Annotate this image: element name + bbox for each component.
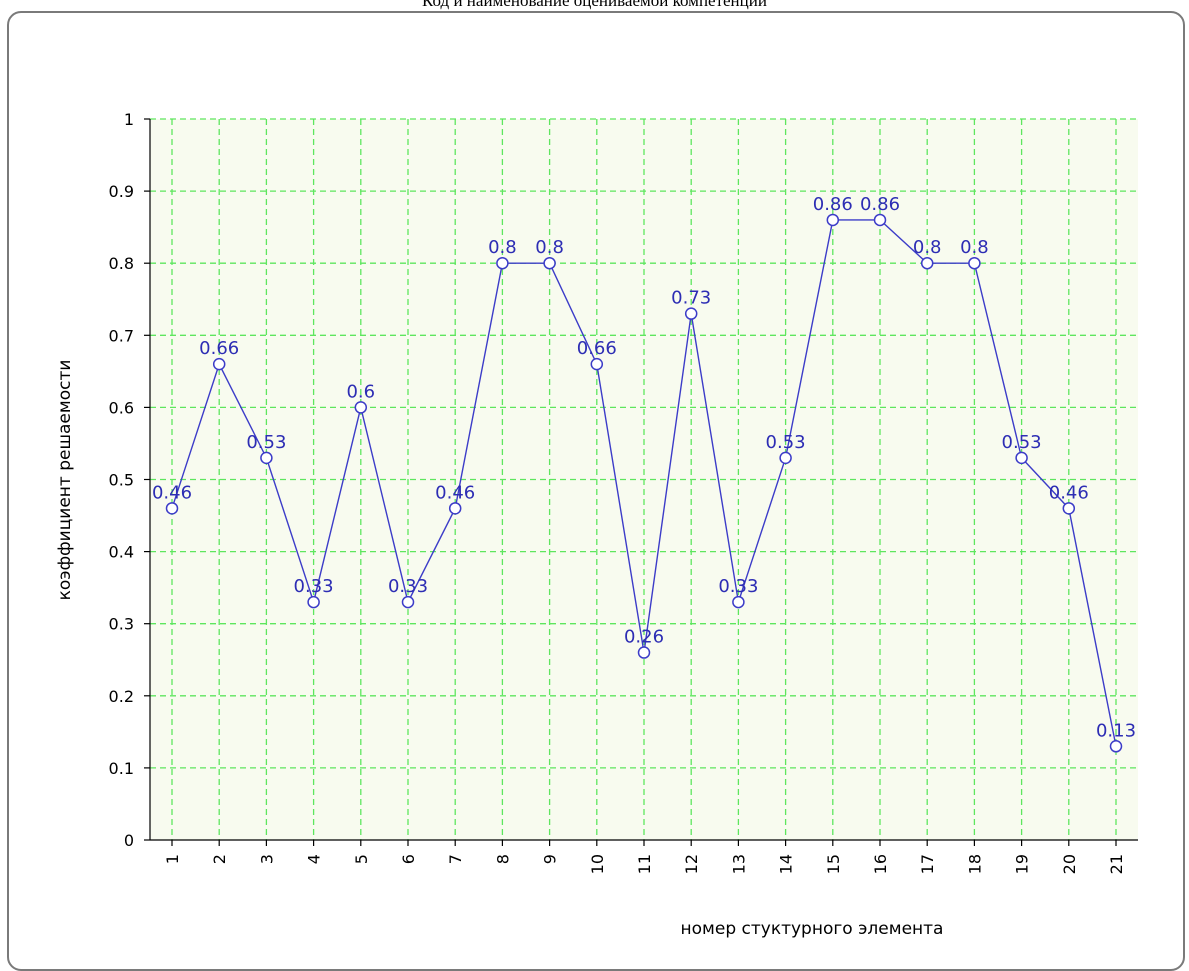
data-label: 0.33 — [294, 576, 334, 597]
data-point — [684, 307, 698, 320]
data-point — [401, 595, 415, 609]
data-label: 0.46 — [435, 482, 475, 503]
x-tick-label: 11 — [635, 854, 654, 874]
data-point — [732, 595, 745, 609]
y-tick-label: 0.7 — [109, 326, 134, 345]
x-tick-label: 10 — [588, 854, 607, 874]
data-point — [968, 256, 981, 270]
x-tick-label: 9 — [541, 854, 560, 864]
data-point — [1109, 740, 1123, 753]
y-tick-label: 0.9 — [109, 182, 134, 201]
data-label: 0.8 — [488, 237, 517, 258]
data-point — [637, 646, 651, 659]
y-tick-label: 0.3 — [109, 615, 134, 634]
data-point — [1015, 451, 1028, 465]
chart-caption: Код и наименование оцениваемой компетенц… — [422, 0, 767, 10]
x-tick-label: 16 — [871, 854, 890, 874]
data-point — [779, 451, 792, 465]
data-label: 0.53 — [1002, 432, 1042, 453]
series — [165, 213, 1123, 753]
data-label: 0.46 — [152, 482, 192, 503]
y-tick-labels: 0 0.1 0.2 0.3 0.4 0.5 0.6 0.7 0.8 0.9 1 — [109, 110, 134, 850]
x-tick-label: 19 — [1013, 854, 1032, 874]
x-tick-label: 15 — [824, 854, 843, 874]
x-tick-label: 13 — [729, 854, 748, 874]
data-point — [212, 357, 226, 371]
data-point — [496, 256, 509, 270]
data-point — [873, 213, 887, 227]
x-tick-label: 7 — [446, 854, 465, 864]
data-label: 0.86 — [860, 194, 900, 215]
data-label: 0.8 — [960, 237, 989, 258]
data-label: 0.26 — [624, 627, 664, 648]
data-point — [448, 502, 462, 515]
data-labels: 0.46 0.66 0.53 0.33 0.6 0.33 0.46 0.8 0.8 0.66 0.2… — [152, 194, 1136, 741]
y-tick-label: 0.4 — [109, 543, 134, 562]
x-tick-label: 6 — [399, 854, 418, 864]
y-tick-label: 0.1 — [109, 759, 134, 778]
data-label: 0.53 — [246, 432, 286, 453]
x-tick-label: 17 — [918, 854, 937, 874]
grid — [150, 118, 1138, 840]
data-point — [590, 357, 604, 371]
data-label: 0.6 — [346, 381, 375, 402]
x-axis-label: номер стуктурного элемента — [681, 919, 944, 939]
data-point — [260, 451, 273, 465]
data-label: 0.73 — [671, 288, 711, 309]
y-tick-label: 0 — [124, 831, 134, 850]
data-point — [826, 213, 840, 227]
data-label: 0.13 — [1096, 720, 1136, 741]
x-tick-label: 18 — [965, 854, 984, 874]
x-tick-label: 3 — [257, 854, 276, 864]
data-point — [307, 595, 320, 609]
data-label: 0.66 — [577, 338, 617, 359]
data-label: 0.66 — [199, 338, 239, 359]
data-label: 0.53 — [766, 432, 806, 453]
data-label: 0.33 — [388, 576, 428, 597]
data-label: 0.8 — [913, 237, 942, 258]
y-tick-label: 0.6 — [109, 398, 134, 417]
y-tick-label: 1 — [124, 110, 134, 129]
x-tick-label: 21 — [1107, 854, 1126, 874]
data-label: 0.46 — [1049, 482, 1089, 503]
data-label: 0.86 — [813, 194, 853, 215]
axes — [144, 118, 1138, 846]
y-tick-label: 0.5 — [109, 471, 134, 490]
x-tick-label: 8 — [493, 854, 512, 864]
data-point — [1062, 502, 1076, 515]
y-tick-label: 0.2 — [109, 687, 134, 706]
x-tick-label: 1 — [163, 854, 182, 864]
y-axis-label: коэффициент решаемости — [55, 360, 75, 601]
x-tick-label: 20 — [1060, 854, 1079, 874]
data-point — [165, 502, 179, 515]
data-label: 0.8 — [535, 237, 564, 258]
x-tick-label: 4 — [305, 854, 324, 864]
x-tick-label: 2 — [210, 854, 229, 864]
data-point — [543, 256, 556, 270]
x-tick-label: 12 — [682, 854, 701, 874]
x-tick-label: 14 — [777, 854, 796, 874]
x-tick-label: 5 — [352, 854, 371, 864]
data-point — [354, 401, 368, 414]
y-tick-label: 0.8 — [109, 254, 134, 273]
x-tick-labels: 1 2 3 4 5 6 7 8 9 10 11 12 13 14 15 16 17 18 19 20 21 — [163, 854, 1126, 874]
data-point — [920, 256, 934, 270]
data-label: 0.33 — [718, 576, 758, 597]
